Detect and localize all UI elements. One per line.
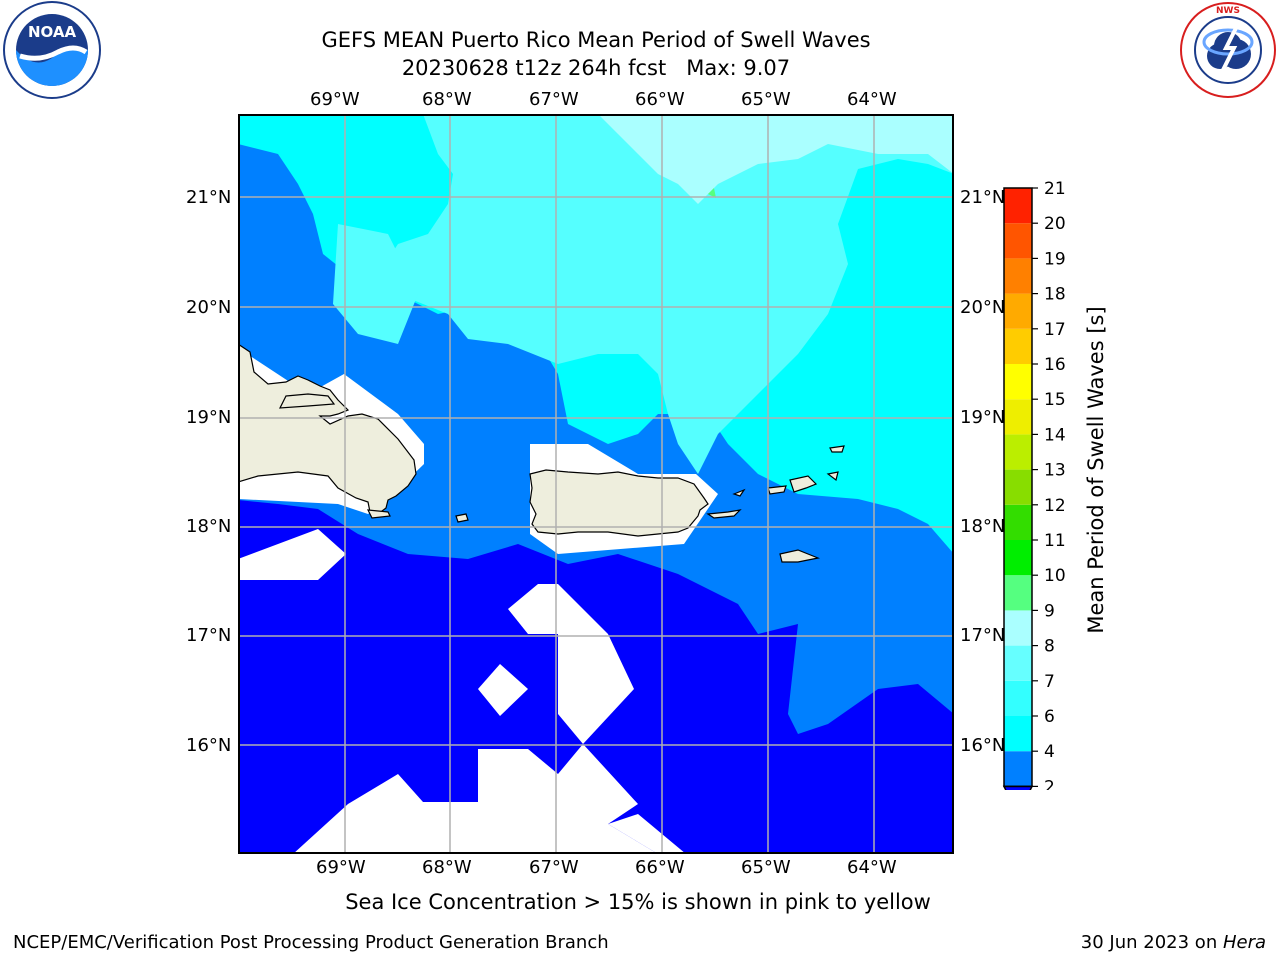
colorbar-tick-label: 20: [1044, 214, 1066, 234]
colorbar-segment: [1004, 680, 1032, 716]
colorbar-segment: [1004, 328, 1032, 364]
lat-label-left: 16°N: [186, 735, 232, 756]
virgin-islands: [732, 488, 746, 497]
footer-date-text: 30 Jun 2023 on: [1080, 932, 1223, 953]
colorbar-segment: [1004, 434, 1032, 470]
puerto-rico-land: [529, 469, 709, 537]
lat-label-right: 17°N: [960, 625, 1006, 646]
masked-area: [238, 529, 346, 580]
lon-label-top: 68°W: [422, 89, 472, 110]
colorbar-tick-label: 4: [1044, 742, 1055, 762]
colorbar-segment: [1004, 504, 1032, 540]
colorbar-tick-label: 15: [1044, 390, 1066, 410]
st-croix-island: [779, 549, 821, 563]
colorbar-segment: [1004, 575, 1032, 611]
colorbar-tick-label: 12: [1044, 496, 1066, 516]
colorbar-tick-label: 10: [1044, 566, 1066, 586]
mona-island: [455, 513, 469, 523]
graticule: [238, 114, 954, 854]
virgin-islands: [789, 475, 818, 493]
colorbar-segment: [1004, 610, 1032, 646]
svg-text:NWS: NWS: [1216, 6, 1240, 16]
colorbar-segment: [1004, 469, 1032, 505]
hispaniola-land: [278, 393, 336, 409]
lon-label-top: 67°W: [529, 89, 579, 110]
colorbar-segment: [1004, 188, 1032, 224]
lon-label-bottom: 69°W: [316, 857, 366, 878]
footer-host: Hera: [1222, 932, 1266, 953]
sea-ice-caption: Sea Ice Concentration > 15% is shown in …: [345, 890, 931, 914]
masked-area: [558, 634, 634, 744]
colorbar-tick-label: 19: [1044, 249, 1066, 269]
colorbar-tick-label: 17: [1044, 320, 1066, 340]
colorbar-tick-label: 13: [1044, 461, 1066, 481]
lat-label-left: 21°N: [186, 187, 232, 208]
noaa-logo-text: NOAA: [28, 23, 77, 41]
masked-area: [608, 814, 686, 854]
colorbar-tick-label: 6: [1044, 707, 1055, 727]
virgin-islands: [706, 509, 742, 519]
colorbar-tick-label: 16: [1044, 355, 1066, 375]
lat-label-right: 19°N: [960, 407, 1006, 428]
footer-date: 30 Jun 2023 on Hera: [1081, 932, 1266, 953]
colorbar-tick-label: 7: [1044, 672, 1055, 692]
colorbar-tick-label: 2: [1044, 777, 1055, 790]
lon-label-bottom: 67°W: [529, 857, 579, 878]
colorbar-segment: [1004, 645, 1032, 681]
colorbar-tick-label: 21: [1044, 180, 1066, 199]
colorbar-segment: [1004, 716, 1032, 752]
lon-label-bottom: 68°W: [422, 857, 472, 878]
masked-area: [508, 584, 608, 634]
lat-label-left: 20°N: [186, 297, 232, 318]
lat-label-left: 19°N: [186, 407, 232, 428]
nws-logo: NWS: [1176, 0, 1280, 100]
lon-label-bottom: 66°W: [635, 857, 685, 878]
lon-label-top: 66°W: [635, 89, 685, 110]
colorbar-segment: [1004, 364, 1032, 400]
colorbar-segment: [1004, 540, 1032, 576]
noaa-logo: NOAA: [0, 0, 108, 100]
colorbar-segment: [1004, 751, 1032, 787]
map-area: [237, 114, 954, 854]
colorbar-tick-label: 14: [1044, 425, 1066, 445]
lat-label-left: 18°N: [186, 516, 232, 537]
colorbar-tick-label: 9: [1044, 601, 1055, 621]
masked-area: [293, 744, 658, 854]
colorbar-segment: [1004, 258, 1032, 294]
colorbar-segment: [1004, 223, 1032, 259]
hispaniola-land: [366, 509, 391, 519]
masked-area: [478, 664, 528, 716]
colorbar-tick-label: 18: [1044, 285, 1066, 305]
colorbar-tick-label: 11: [1044, 531, 1066, 551]
lon-label-bottom: 65°W: [741, 857, 791, 878]
virgin-islands: [829, 445, 845, 453]
lon-label-top: 64°W: [847, 89, 897, 110]
colorbar-label: Mean Period of Swell Waves [s]: [1084, 306, 1108, 634]
colorbar-segment: [1004, 293, 1032, 329]
lon-label-top: 69°W: [310, 89, 360, 110]
colorbar: 2 4 6 7 8 9 10 11 12 13 14 15 16 17 18 19 20 21: [1000, 179, 1090, 817]
lon-label-bottom: 64°W: [847, 857, 897, 878]
virgin-islands: [767, 485, 787, 495]
swell-region-8-9s: [598, 114, 954, 204]
lat-label-right: 21°N: [960, 187, 1006, 208]
hispaniola-land: [237, 342, 417, 515]
swell-region-7-8s: [378, 114, 954, 474]
footer-branch: NCEP/EMC/Verification Post Processing Pr…: [13, 932, 609, 953]
chart-title: GEFS MEAN Puerto Rico Mean Period of Swe…: [321, 28, 871, 52]
swell-region-9-10s: [708, 188, 716, 198]
lon-label-top: 65°W: [741, 89, 791, 110]
colorbar-segment: [1004, 399, 1032, 435]
lat-label-right: 16°N: [960, 735, 1006, 756]
lat-label-left: 17°N: [186, 625, 232, 646]
map-frame: [238, 114, 954, 854]
lat-label-right: 20°N: [960, 297, 1006, 318]
swell-region-7-8s-west: [333, 224, 418, 344]
colorbar-tick-label: 8: [1044, 637, 1055, 657]
colorbar-outline: [1003, 187, 1033, 788]
lat-label-right: 18°N: [960, 516, 1006, 537]
chart-subtitle: 20230628 t12z 264h fcst Max: 9.07: [401, 56, 791, 80]
virgin-islands: [826, 471, 839, 482]
